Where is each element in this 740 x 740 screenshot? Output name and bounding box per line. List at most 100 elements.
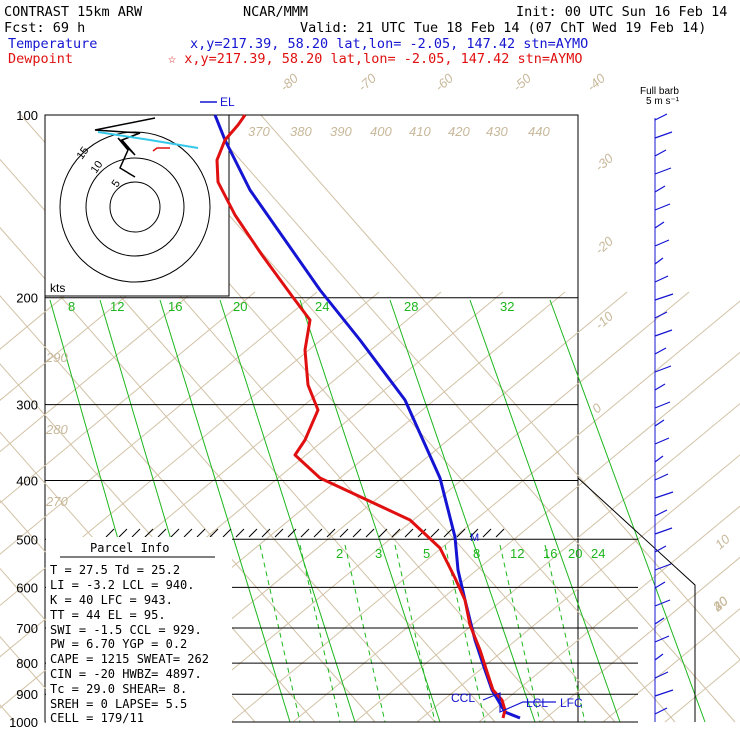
isotherm-tick-label: -80: [277, 70, 302, 94]
theta-tick-label: 290: [45, 350, 68, 365]
forecast-hour: Fcst: 69 h: [4, 20, 85, 36]
hatch-mark: [352, 528, 362, 538]
hatch-mark: [235, 528, 245, 538]
hatch-mark: [131, 528, 141, 538]
mixing-ratio-label: 20: [568, 546, 582, 561]
mixing-ratio-line: [389, 299, 536, 723]
parcel-row: TT = 44 EL = 95.: [50, 608, 166, 622]
wind-barb: [654, 167, 672, 175]
isotherm-tick-label: -30: [592, 150, 617, 174]
theta-tick-label: 270: [45, 494, 68, 509]
hatch-mark: [339, 528, 349, 538]
hatch-mark: [248, 528, 258, 538]
parcel-row: SWI = -1.5 CCL = 929.: [50, 623, 202, 637]
wind-barb: [654, 365, 672, 373]
isotherm-tick-label: -40: [584, 70, 609, 94]
wind-barb: [654, 473, 669, 481]
wind-barb: [654, 329, 673, 337]
wind-barb: [654, 149, 667, 157]
wind-barb: [654, 455, 664, 463]
parcel-row: T = 27.5 Td = 25.2: [50, 563, 180, 577]
temperature-info: x,y=217.39, 58.20 lat,lon= -2.05, 147.42…: [190, 36, 588, 52]
wind-barb: [654, 437, 670, 445]
wind-barb: [654, 239, 670, 247]
wind-barb: [654, 671, 669, 679]
wind-barb: [654, 419, 665, 427]
init-time: Init: 00 UTC Sun 16 Feb 14: [516, 4, 727, 20]
hatch-mark: [196, 528, 206, 538]
hatch-mark: [287, 528, 297, 538]
dry-adiabat-line: [478, 505, 740, 723]
wind-barb: [654, 491, 674, 499]
pressure-tick-label: 600: [16, 580, 38, 595]
theta-tick-label: 400: [370, 124, 392, 139]
hodograph-ring-label: 10: [89, 159, 106, 176]
parcel-row: CELL = 179/11: [50, 711, 144, 725]
wind-barb: [654, 689, 674, 697]
dry-adiabat-line: [292, 351, 740, 723]
isotherm-tick-label: 10: [712, 531, 733, 552]
pressure-tick-label: 300: [16, 398, 38, 413]
hodograph-ring: [85, 157, 185, 257]
hatch-mark: [105, 528, 115, 538]
mixing-ratio-label: 8: [473, 546, 480, 561]
wind-barb: [654, 653, 664, 661]
wind-barb: [654, 545, 667, 553]
hatch-mark: [274, 528, 284, 538]
hatch-mark: [365, 528, 375, 538]
hatch-mark: [391, 528, 401, 538]
wind-barb: [654, 113, 668, 121]
lfc-label: LFC: [560, 696, 583, 710]
pressure-tick-label: 700: [16, 621, 38, 636]
pressure-tick-label: 200: [16, 291, 38, 306]
mixing-ratio-line: [549, 299, 706, 723]
isotherm-tick-label: -50: [510, 70, 535, 94]
dry-adiabat-line: [602, 608, 740, 723]
hatch-mark: [300, 528, 310, 538]
hatch-mark: [313, 528, 323, 538]
pressure-tick-label: 800: [16, 656, 38, 671]
mixing-ratio-label: 2: [336, 546, 343, 561]
storm-motion: [152, 147, 170, 152]
dry-adiabat-line: [540, 556, 740, 723]
wind-barb: [654, 221, 665, 229]
mixing-ratio-label: 16: [168, 299, 182, 314]
mixing-ratio-label: 32: [500, 299, 514, 314]
wind-barb: [654, 581, 666, 589]
dry-adiabat-line: [354, 402, 740, 723]
kts-label: kts: [50, 281, 65, 295]
mixing-ratio-line: [159, 299, 291, 723]
lcl-label: LCL: [526, 696, 548, 710]
hodograph-trace: [94, 117, 156, 178]
hodograph-ring-label: 5: [110, 178, 123, 190]
wind-barb: [654, 347, 667, 355]
hatch-mark: [170, 528, 180, 538]
temperature-label: Temperature: [8, 36, 97, 52]
dry-adiabat-line: [230, 300, 740, 723]
moist-adiabat-line: [499, 544, 541, 723]
wind-barb: [654, 185, 666, 193]
mixing-ratio-label: 24: [315, 299, 329, 314]
dry-adiabat-line: [0, 291, 318, 555]
theta-tick-label: 280: [45, 422, 68, 437]
pressure-tick-label: 900: [16, 687, 38, 702]
pressure-tick-label: 1000: [9, 715, 38, 730]
hodograph-ring-label: 15: [75, 145, 92, 162]
mixing-ratio-label: 16: [543, 546, 557, 561]
wind-barb: [654, 509, 668, 517]
mixing-ratio-line: [469, 299, 621, 723]
dry-adiabat-line: [0, 291, 256, 504]
full-barb-label: Full barb: [640, 86, 679, 97]
isotherm-tick-label: -20: [592, 233, 617, 257]
hatch-mark: [495, 528, 505, 538]
isotherm-line: [0, 226, 436, 723]
wind-barb: [654, 275, 669, 283]
panel-border: [577, 477, 696, 722]
hatch-mark: [482, 528, 492, 538]
wind-barb: [654, 599, 671, 607]
lcl-lfc-path: [482, 692, 556, 713]
hatch-mark: [326, 528, 336, 538]
moist-adiabat-line: [344, 544, 386, 723]
hatch-mark: [456, 528, 466, 538]
mixing-ratio-label: 3: [375, 546, 382, 561]
